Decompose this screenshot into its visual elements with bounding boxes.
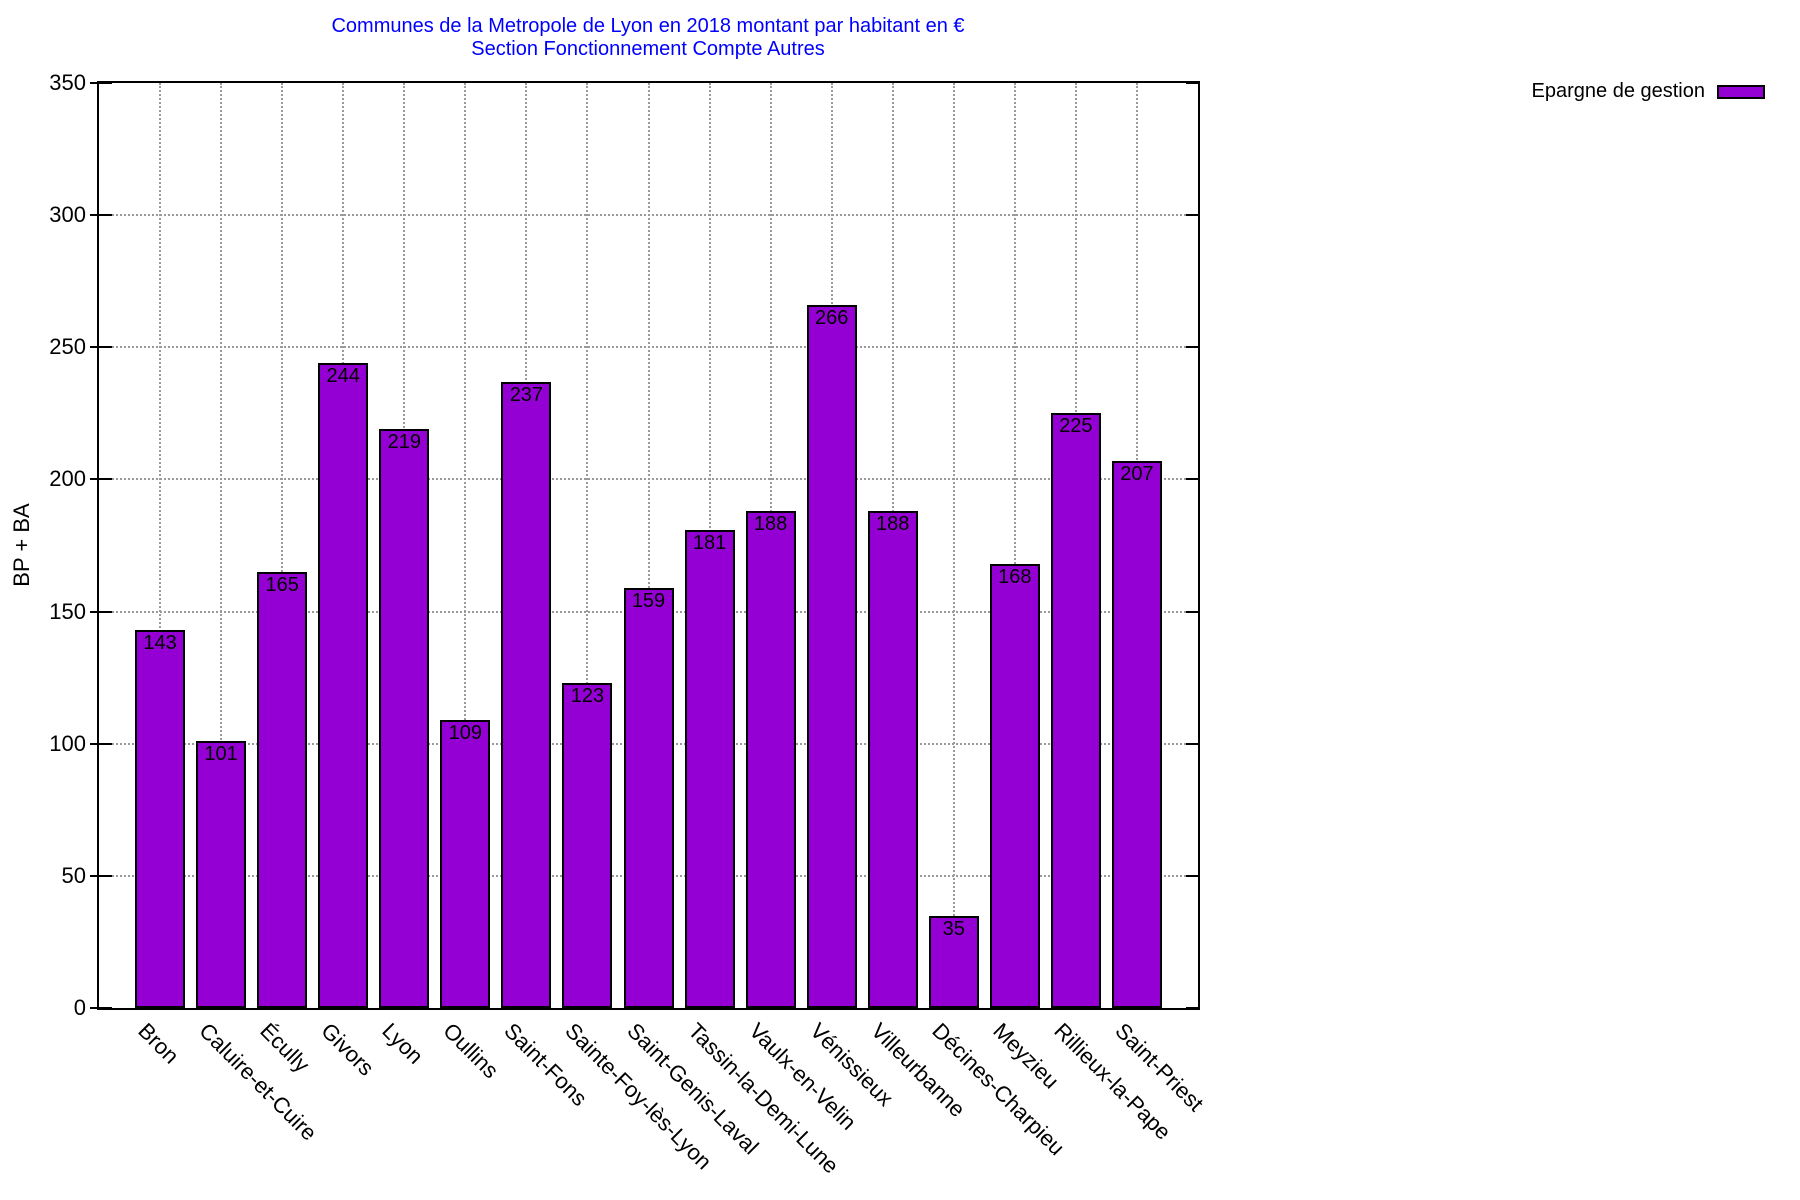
bar-value-label: 109: [448, 721, 483, 744]
bar: [806, 305, 857, 1008]
legend: Epargne de gestion: [1532, 80, 1765, 103]
gridline-vertical: [952, 83, 955, 1008]
bar-value-label: 168: [998, 566, 1032, 588]
y-tick-label: 350: [49, 70, 86, 95]
chart-title-line2: Section Fonctionnement Compte Autres: [471, 38, 825, 60]
bar-value-label: 225: [1059, 415, 1093, 438]
gridline-vertical: [464, 83, 467, 1008]
bar-value-label: 188: [753, 513, 788, 536]
x-tick-label: Lyon: [377, 1018, 429, 1069]
bar: [257, 571, 308, 1008]
x-tick-label: Bron: [133, 1018, 184, 1069]
bar: [623, 587, 674, 1008]
bar-value-label: 143: [143, 632, 177, 655]
y-tick-label: 300: [49, 202, 86, 228]
bar: [379, 429, 430, 1008]
bar-value-label: 159: [631, 589, 666, 612]
y-tick-mark-right: [1186, 214, 1198, 217]
y-tick-label: 50: [61, 862, 86, 888]
bar: [684, 529, 735, 1008]
y-tick-label: 200: [49, 466, 86, 492]
bar: [928, 915, 979, 1008]
legend-series-label: Epargne de gestion: [1531, 80, 1705, 102]
bar: [501, 381, 552, 1008]
y-tick-mark-right: [1186, 478, 1198, 481]
y-tick-mark-right: [1186, 346, 1198, 349]
y-tick-mark: [90, 82, 112, 84]
gridline-vertical: [281, 83, 284, 1008]
y-tick-label: 150: [49, 598, 86, 624]
x-tick-label: Vaulx-en-Velin: [743, 1018, 861, 1135]
legend-swatch: [1717, 84, 1765, 99]
x-tick-label: Givors: [316, 1018, 380, 1081]
y-tick-mark-right: [1186, 874, 1198, 877]
bar-value-label: 237: [509, 383, 544, 406]
y-tick-mark: [90, 874, 112, 877]
y-tick-mark-right: [1186, 1007, 1198, 1009]
gridline-vertical: [220, 83, 223, 1008]
bar: [562, 682, 613, 1008]
bar-value-label: 123: [570, 684, 605, 707]
y-axis-label: BP + BA: [9, 503, 34, 587]
gridline-vertical: [586, 83, 589, 1008]
bar: [440, 719, 491, 1008]
bar: [1111, 460, 1162, 1008]
bar: [745, 511, 796, 1008]
bar-value-label: 165: [265, 573, 299, 596]
gridline-vertical: [647, 83, 650, 1008]
y-tick-label: 0: [73, 995, 86, 1020]
y-tick-mark: [90, 610, 112, 613]
bar-value-label: 244: [326, 365, 360, 388]
gridline-vertical: [159, 83, 162, 1008]
bar-value-label: 207: [1120, 462, 1154, 485]
bar: [989, 564, 1040, 1008]
y-tick-mark: [90, 742, 112, 745]
y-tick-label: 100: [49, 730, 86, 756]
y-tick-mark: [90, 478, 112, 481]
bar-value-label: 181: [692, 531, 727, 554]
bar-value-label: 101: [204, 743, 238, 766]
y-tick-mark-right: [1186, 742, 1198, 745]
chart-title: Communes de la Metropole de Lyon en 2018…: [331, 15, 964, 61]
bar-value-label: 35: [942, 917, 965, 940]
y-tick-mark: [90, 1007, 112, 1009]
bar-value-label: 219: [387, 431, 421, 454]
y-tick-mark: [90, 214, 112, 217]
bar: [318, 363, 369, 1008]
bar: [135, 630, 186, 1008]
y-tick-label: 250: [49, 334, 86, 360]
bar: [867, 511, 918, 1008]
bar: [196, 741, 247, 1008]
bar: [1050, 413, 1101, 1008]
y-tick-mark: [90, 346, 112, 349]
gridline-vertical: [1013, 83, 1016, 1008]
y-tick-mark-right: [1186, 82, 1198, 84]
chart-title-line1: Communes de la Metropole de Lyon en 2018…: [331, 15, 965, 37]
x-tick-label: Oullins: [438, 1018, 504, 1084]
bar-value-label: 188: [876, 513, 910, 536]
bar-value-label: 266: [814, 307, 849, 329]
y-tick-mark-right: [1186, 610, 1198, 613]
